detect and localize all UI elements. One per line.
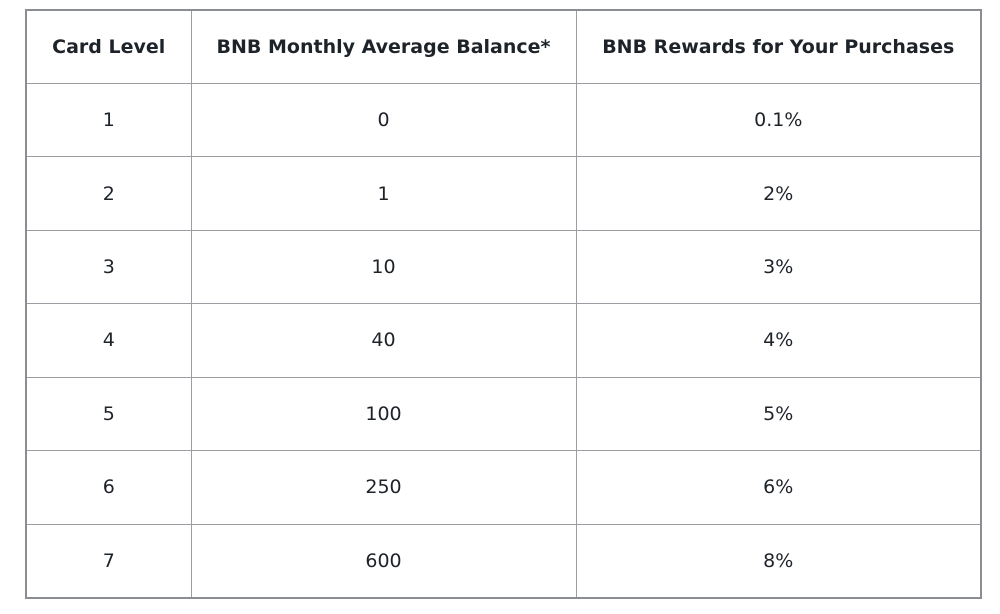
table-row: 5 100 5%: [25, 376, 982, 452]
table-body: 1 0 0.1% 2 1 2% 3 10 3% 4 40 4% 5 100 5% 6 250 6% 7 600 8%: [25, 82, 982, 599]
header-cell: BNB Monthly Average Balance*: [190, 9, 577, 84]
table-cell: 40: [190, 303, 577, 378]
table-row: 2 1 2%: [25, 156, 982, 231]
header-row: Card Level BNB Monthly Average Balance* BN…: [25, 9, 982, 84]
table-cell: 600: [190, 523, 577, 599]
table-cell: 0: [190, 82, 577, 158]
table-cell: 100: [190, 376, 577, 452]
table-cell: 1: [190, 156, 577, 231]
table-row: 7 600 8%: [25, 523, 982, 599]
table-cell: 4: [25, 303, 192, 378]
table-row: 6 250 6%: [25, 450, 982, 525]
table-cell: 5%: [575, 376, 982, 452]
table-cell: 1: [25, 82, 192, 158]
table-cell: 0.1%: [575, 82, 982, 158]
table-cell: 4%: [575, 303, 982, 378]
table-cell: 250: [190, 450, 577, 525]
table-cell: 6: [25, 450, 192, 525]
table-cell: 3%: [575, 229, 982, 305]
table-cell: 5: [25, 376, 192, 452]
header-cell: BNB Rewards for Your Purchases: [575, 9, 982, 84]
table-cell: 2%: [575, 156, 982, 231]
rewards-table: Card Level BNB Monthly Average Balance* BN…: [25, 9, 982, 599]
table-cell: 8%: [575, 523, 982, 599]
table-row: 1 0 0.1%: [25, 82, 982, 158]
table-cell: 6%: [575, 450, 982, 525]
table-row: 4 40 4%: [25, 303, 982, 378]
table-header: Card Level BNB Monthly Average Balance* BN…: [25, 9, 982, 84]
table-cell: 10: [190, 229, 577, 305]
table-cell: 3: [25, 229, 192, 305]
table-cell: 7: [25, 523, 192, 599]
table-row: 3 10 3%: [25, 229, 982, 305]
header-cell: Card Level: [25, 9, 192, 84]
table-cell: 2: [25, 156, 192, 231]
